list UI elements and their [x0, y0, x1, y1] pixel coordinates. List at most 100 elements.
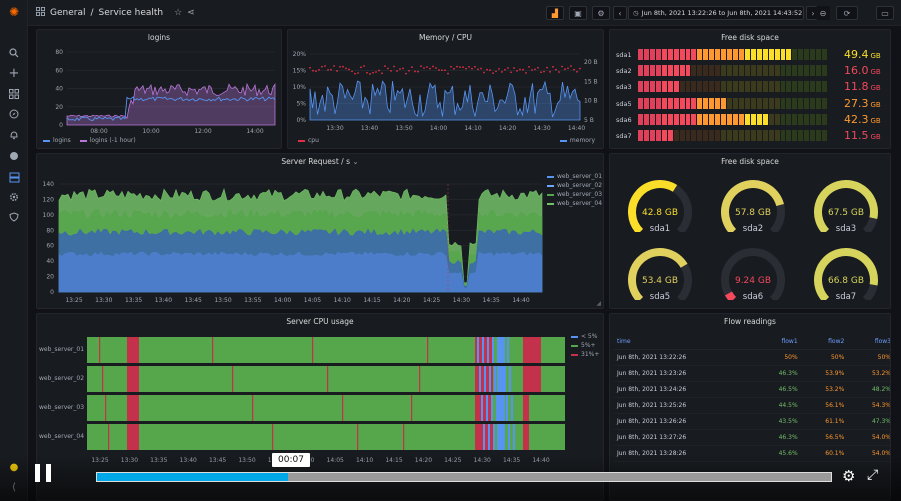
state-segment [493, 424, 495, 450]
bar-segment [822, 97, 827, 109]
chevron-down-icon[interactable]: ⌄ [352, 157, 359, 166]
legend-item[interactable]: web_server_02 [547, 182, 602, 189]
bar-segment [780, 49, 786, 60]
panel-logins[interactable]: logins 80 60 40 20 0 08:00 10:00 12:00 14:00 log… [36, 29, 282, 149]
cpu-point [432, 65, 434, 68]
table-row[interactable]: Jun 8th, 2021 13:27:26 46.3% 56.5% 54.0% [614, 429, 890, 446]
table-row[interactable]: Jun 8th, 2021 13:24:26 46.5% 53.2% 48.2% [614, 381, 890, 398]
add-panel-icon[interactable]: ▟ [546, 6, 564, 20]
cpu-point [558, 71, 560, 73]
panel-server-request[interactable]: Server Request / s ⌄ 140 120 100 80 60 40 20 0 1… [36, 153, 604, 309]
bar-segment [667, 65, 673, 77]
explore-icon[interactable] [7, 107, 21, 121]
legend-item[interactable]: logins (-1 hour) [89, 137, 136, 144]
legend-item[interactable]: web_server_04 [547, 200, 602, 207]
grafana-logo-icon[interactable]: ✺ [8, 5, 20, 19]
cpu-point [426, 66, 428, 68]
panel-title: Server CPU usage [286, 317, 354, 326]
gauge: 53.4 GB [628, 248, 692, 300]
bar-segment [655, 130, 661, 141]
settings-gear-icon[interactable]: ⚙ [842, 467, 856, 485]
bar-segment [703, 130, 709, 141]
gauge-label: sda5 [649, 292, 671, 302]
table-row[interactable]: Jun 8th, 2021 13:23:26 46.3% 53.9% 53.2% [614, 365, 890, 382]
globe-icon[interactable] [7, 149, 21, 163]
search-icon[interactable] [7, 46, 21, 60]
bar-segment [673, 81, 679, 93]
x-tick-label: 13:30 [95, 297, 112, 304]
legend-item[interactable]: 31%+ [571, 351, 599, 358]
disk-bar-row[interactable]: sda5 27.3 GB [610, 97, 890, 111]
cpu-point [573, 68, 575, 71]
bar-segment [810, 97, 816, 109]
state-segment [489, 366, 491, 392]
legend-item[interactable]: < 5% [571, 333, 599, 340]
bar-segment [691, 113, 697, 125]
cpu-point [444, 69, 446, 72]
plus-icon[interactable]: + [8, 65, 20, 81]
column-header[interactable]: flow3 [847, 334, 890, 350]
star-icon[interactable]: ☆ [174, 8, 183, 18]
column-header[interactable]: flow2 [800, 334, 848, 350]
bar-segment [703, 65, 709, 77]
fullscreen-icon[interactable]: ⤢ [867, 467, 879, 483]
panel-free-disk-gauges[interactable]: Free disk space 42.8 GB sda1 57.8 GB sda2 67… [609, 153, 891, 309]
disk-bar-row[interactable]: sda1 49.4 GB [610, 48, 890, 62]
cpu-point [549, 70, 551, 73]
gear-icon[interactable] [7, 190, 21, 204]
cpu-point [333, 65, 335, 67]
x-tick-label: 14:10 [334, 297, 351, 304]
time-shift-back-icon[interactable]: ‹ [613, 6, 627, 20]
table-row[interactable]: Jun 8th, 2021 13:22:26 50% 50% 50% [614, 349, 890, 366]
shield-icon[interactable] [7, 210, 21, 224]
server-icon[interactable] [7, 170, 21, 184]
disk-value-unit: GB [870, 116, 881, 125]
state-segment [411, 395, 413, 421]
table-row[interactable]: Jun 8th, 2021 13:25:26 44.5% 56.1% 54.3% [614, 397, 890, 414]
gauge-fill [721, 180, 784, 232]
disk-bar-row[interactable]: sda6 42.3 GB [610, 113, 890, 127]
disk-value: 11.5 GB [844, 129, 881, 142]
share-icon[interactable]: ⋖ [187, 8, 195, 18]
clock-icon: ◷ [633, 9, 639, 17]
legend-item[interactable]: memory [569, 137, 595, 144]
cpu-point [387, 67, 389, 70]
zoom-out-icon[interactable]: ⊖ [816, 6, 830, 20]
state-band [87, 366, 565, 392]
tv-mode-icon[interactable]: ▭ [876, 6, 894, 20]
pause-icon[interactable] [35, 464, 53, 484]
legend-item[interactable]: web_server_03 [547, 191, 602, 198]
legend-item[interactable]: logins [53, 137, 71, 144]
disk-value-unit: GB [870, 100, 881, 109]
settings-icon[interactable]: ⚙ [592, 6, 610, 20]
resize-handle-icon[interactable]: ◢ [596, 300, 601, 307]
time-picker[interactable]: ◷ Jun 8th, 2021 13:22:26 to Jun 8th, 202… [628, 6, 804, 20]
panel-free-disk-bars[interactable]: Free disk space sda1 49.4 GB sda2 16.0 GB sda3… [609, 29, 891, 149]
panel-memory-cpu[interactable]: Memory / CPU 20% 15% 10% 5% 0% 20 B 15 B 10 B 5 … [287, 29, 604, 149]
video-progress-track[interactable] [96, 472, 832, 482]
bar-segment [798, 49, 804, 60]
table-row[interactable]: Jun 8th, 2021 13:26:26 43.5% 61.1% 47.3% [614, 413, 890, 430]
column-header[interactable]: time [614, 334, 754, 350]
bar-segment [649, 113, 655, 125]
column-header[interactable]: flow1 [754, 334, 801, 350]
dashboards-icon[interactable] [7, 87, 21, 101]
disk-bar-row[interactable]: sda3 11.8 GB [610, 80, 890, 94]
video-controls: 00:07 ⚙ ⤢ [0, 453, 901, 501]
disk-bar-row[interactable]: sda7 11.5 GB [610, 129, 890, 143]
breadcrumb-root[interactable]: General [50, 8, 86, 18]
refresh-icon[interactable]: ⟳ [836, 6, 858, 20]
legend-item[interactable]: 5%+ [571, 342, 599, 349]
breadcrumb-page[interactable]: Service health [98, 8, 164, 18]
disk-bar-row[interactable]: sda2 16.0 GB [610, 64, 890, 78]
state-segment [497, 395, 505, 421]
alerting-icon[interactable] [7, 128, 21, 142]
save-icon[interactable]: ▣ [569, 6, 587, 20]
legend-item[interactable]: web_server_01 [547, 173, 602, 180]
gauge-fill [814, 180, 878, 232]
disk-name: sda7 [616, 132, 632, 140]
legend-item[interactable]: cpu [308, 137, 319, 144]
bar-segment [816, 97, 822, 109]
cpu-point [477, 68, 479, 71]
state-segment [497, 337, 505, 363]
